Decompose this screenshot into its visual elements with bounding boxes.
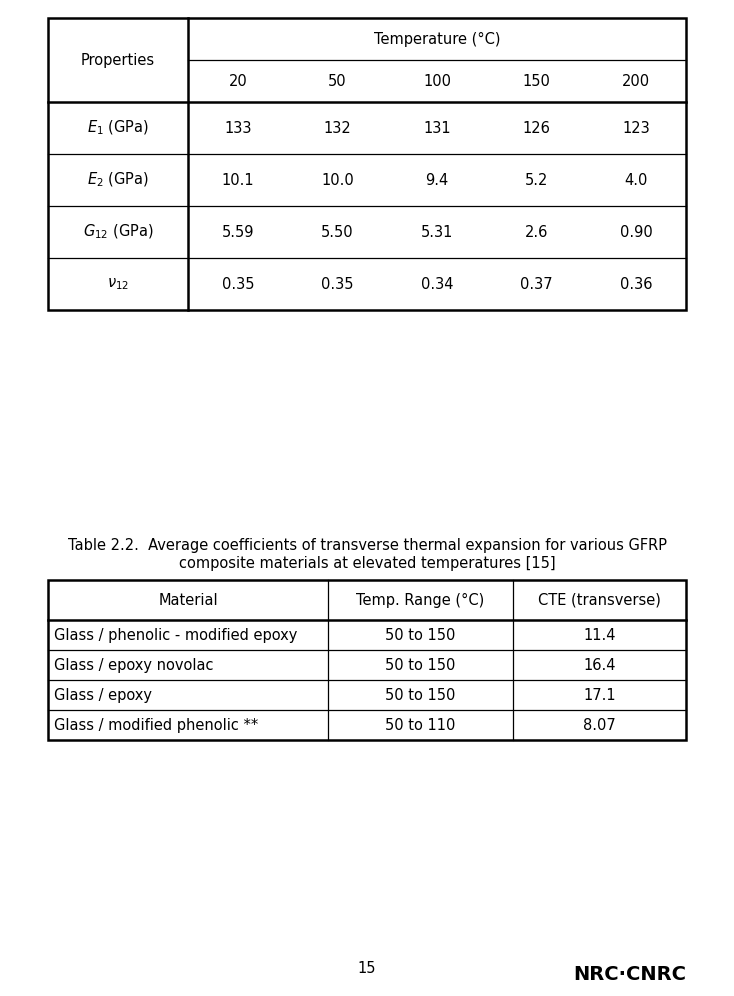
Text: 0.37: 0.37 [520, 277, 553, 292]
Text: $G_{12}$ (GPa): $G_{12}$ (GPa) [83, 223, 153, 241]
Text: NRC·CNRC: NRC·CNRC [573, 964, 686, 983]
Text: 5.31: 5.31 [421, 224, 453, 239]
Text: Temp. Range (°C): Temp. Range (°C) [357, 593, 484, 608]
Bar [48, 580, 686, 740]
Text: 10.0: 10.0 [321, 172, 354, 187]
Text: 132: 132 [324, 121, 352, 135]
Text: Glass / epoxy novolac: Glass / epoxy novolac [54, 657, 214, 672]
Text: 11.4: 11.4 [584, 627, 616, 642]
Text: 50 to 150: 50 to 150 [385, 657, 456, 672]
Text: 100: 100 [423, 74, 451, 89]
Bar [48, 18, 686, 310]
Text: 9.4: 9.4 [426, 172, 448, 187]
Text: 5.59: 5.59 [222, 224, 254, 239]
Text: 15: 15 [357, 960, 377, 975]
Text: $\nu_{12}$: $\nu_{12}$ [107, 276, 129, 292]
Text: 50 to 150: 50 to 150 [385, 687, 456, 702]
Text: Table 2.2.  Average coefficients of transverse thermal expansion for various GFR: Table 2.2. Average coefficients of trans… [68, 538, 666, 553]
Text: $E_1$ (GPa): $E_1$ (GPa) [87, 119, 149, 137]
Text: 17.1: 17.1 [584, 687, 616, 702]
Text: 0.90: 0.90 [619, 224, 653, 239]
Text: 123: 123 [622, 121, 650, 135]
Text: Glass / phenolic - modified epoxy: Glass / phenolic - modified epoxy [54, 627, 297, 642]
Text: CTE (transverse): CTE (transverse) [538, 593, 661, 608]
Text: $E_2$ (GPa): $E_2$ (GPa) [87, 170, 149, 189]
Text: 50 to 110: 50 to 110 [385, 717, 456, 732]
Text: 133: 133 [224, 121, 252, 135]
Text: 126: 126 [523, 121, 550, 135]
Text: 0.35: 0.35 [321, 277, 354, 292]
Text: 16.4: 16.4 [584, 657, 616, 672]
Text: Temperature (°C): Temperature (°C) [374, 32, 501, 47]
Text: Properties: Properties [81, 53, 155, 68]
Text: 8.07: 8.07 [583, 717, 616, 732]
Text: 50 to 150: 50 to 150 [385, 627, 456, 642]
Text: 5.2: 5.2 [525, 172, 548, 187]
Text: 5.50: 5.50 [321, 224, 354, 239]
Text: 50: 50 [328, 74, 346, 89]
Text: 2.6: 2.6 [525, 224, 548, 239]
Text: Material: Material [159, 593, 218, 608]
Text: 10.1: 10.1 [222, 172, 254, 187]
Text: Glass / modified phenolic **: Glass / modified phenolic ** [54, 717, 258, 732]
Text: 0.36: 0.36 [620, 277, 653, 292]
Text: composite materials at elevated temperatures [15]: composite materials at elevated temperat… [178, 556, 556, 571]
Text: 0.35: 0.35 [222, 277, 254, 292]
Text: 4.0: 4.0 [625, 172, 648, 187]
Text: 150: 150 [523, 74, 550, 89]
Text: Glass / epoxy: Glass / epoxy [54, 687, 152, 702]
Text: 20: 20 [228, 74, 247, 89]
Text: 0.34: 0.34 [421, 277, 454, 292]
Text: 131: 131 [424, 121, 451, 135]
Text: 200: 200 [622, 74, 650, 89]
